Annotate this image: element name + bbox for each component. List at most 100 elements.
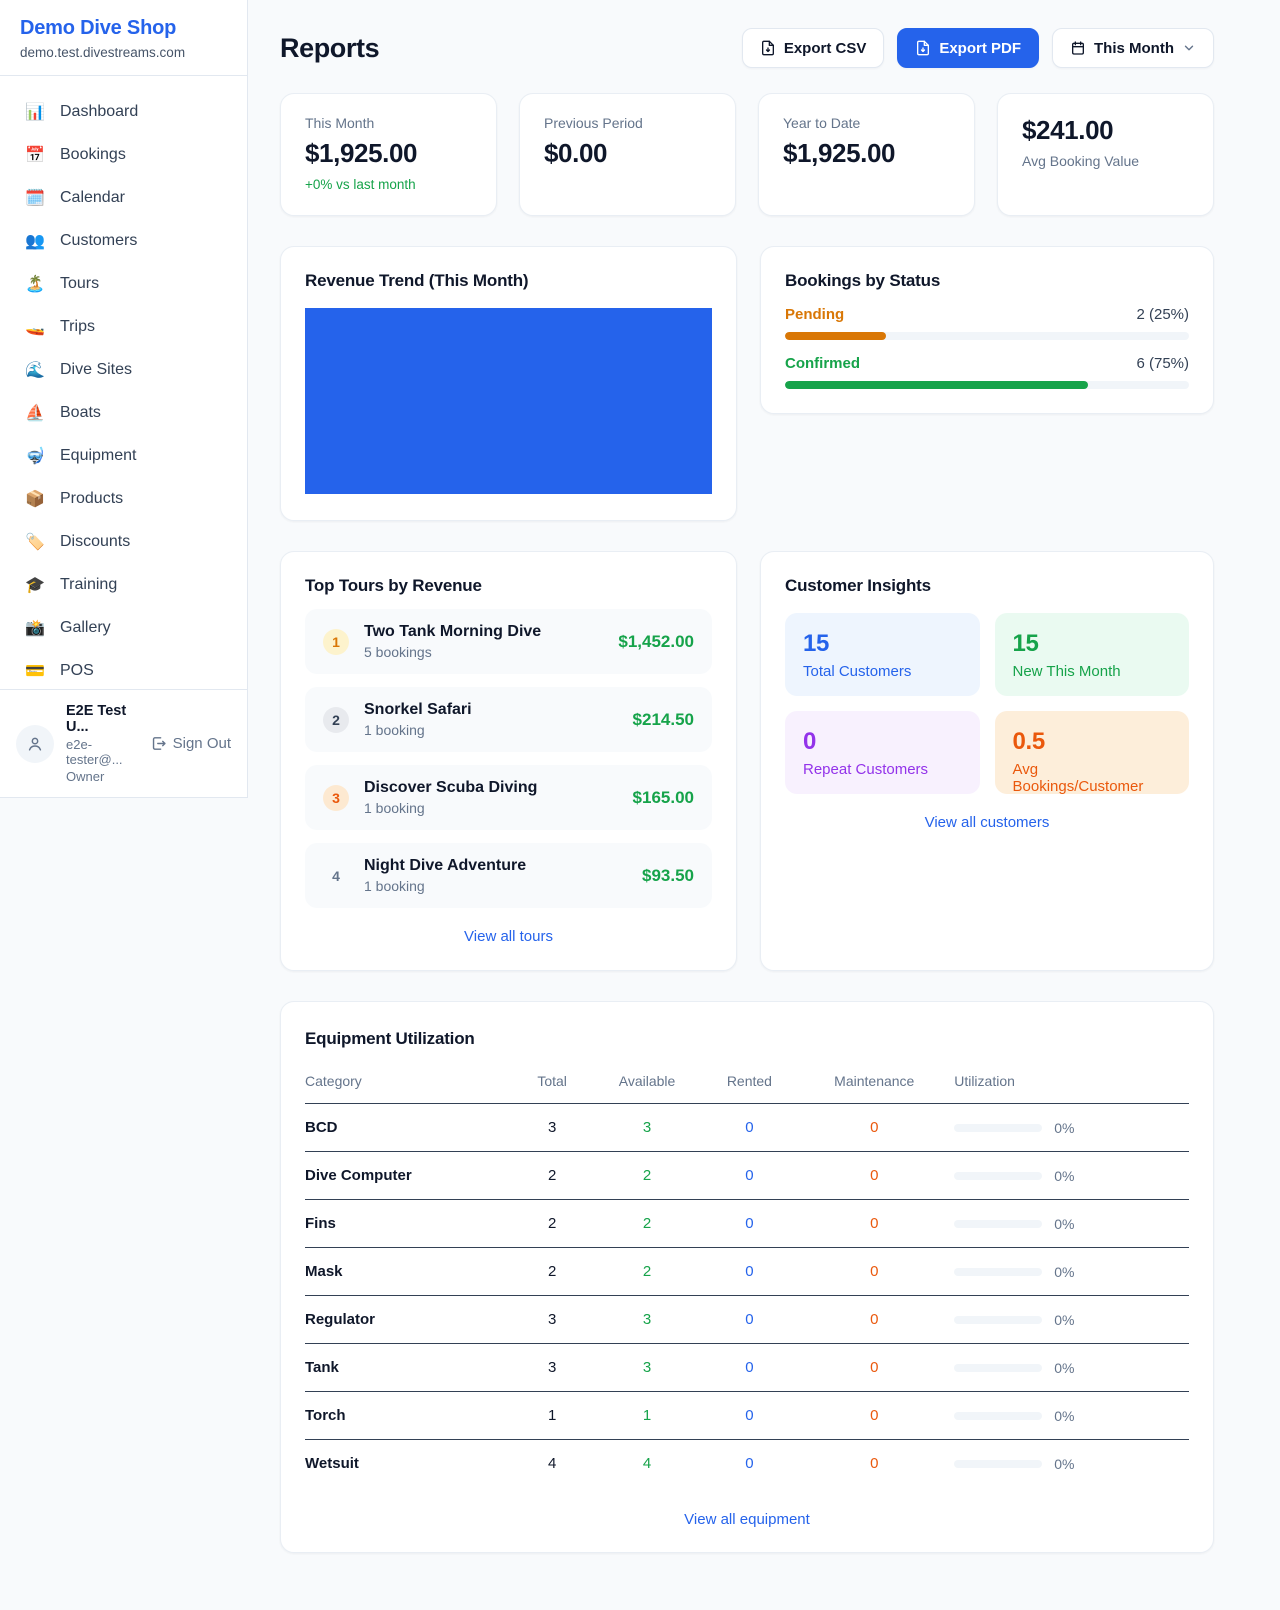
- brand-title: Demo Dive Shop: [20, 17, 177, 39]
- progress-track: [785, 381, 1189, 389]
- cell-total: 3: [499, 1295, 605, 1344]
- utilization-track: [954, 1171, 1043, 1180]
- cell-available: 4: [642, 1455, 652, 1472]
- bookings-status-title: Bookings by Status: [785, 271, 941, 290]
- sidebar-item-equipment[interactable]: 🤿 Equipment: [12, 434, 235, 477]
- tile-label: Avg Bookings/Customer: [1012, 761, 1144, 795]
- sidebar-item-products[interactable]: 📦 Products: [12, 477, 235, 520]
- sign-out-label: Sign Out: [172, 735, 231, 752]
- sidebar-item-gallery[interactable]: 📸 Gallery: [12, 606, 235, 649]
- status-count: 6 (75%): [1136, 355, 1189, 372]
- revenue-trend-chart: [305, 308, 712, 494]
- sidebar: Demo Dive Shop demo.test.divestreams.com…: [0, 0, 248, 798]
- charts-row: Revenue Trend (This Month) Bookings by S…: [280, 246, 1214, 521]
- utilization-label: 0%: [1054, 1215, 1075, 1232]
- tile-value: 15: [803, 630, 830, 657]
- revenue-trend-title: Revenue Trend (This Month): [305, 271, 529, 290]
- utilization-track: [954, 1123, 1043, 1132]
- tour-name: Snorkel Safari: [364, 701, 472, 718]
- dive-sites-icon: 🌊: [25, 361, 45, 379]
- sidebar-item-tours[interactable]: 🏝️ Tours: [12, 262, 235, 305]
- cell-maintenance: 0: [870, 1455, 879, 1472]
- tour-name: Two Tank Morning Dive: [364, 623, 542, 640]
- col-rented: Rented: [689, 1065, 810, 1104]
- sign-out-button[interactable]: Sign Out: [150, 735, 231, 752]
- gallery-icon: 📸: [25, 619, 45, 637]
- table-row: Regulator 3 3 0 0 0%: [305, 1295, 1189, 1344]
- sidebar-nav: 📊 Dashboard 📅 Bookings 🗓️ Calendar 👥 Custome…: [0, 76, 247, 708]
- cell-maintenance: 0: [809, 1247, 940, 1296]
- sidebar-item-pos[interactable]: 💳 POS: [12, 649, 235, 692]
- sidebar-item-dashboard[interactable]: 📊 Dashboard: [12, 90, 235, 133]
- tour-amount: $165.00: [632, 787, 694, 807]
- sidebar-item-discounts[interactable]: 🏷️ Discounts: [12, 520, 235, 563]
- stat-label: This Month: [305, 115, 375, 131]
- table-row: Mask 2 2 0 0 0%: [305, 1247, 1189, 1296]
- sidebar-item-trips[interactable]: 🚤 Trips: [12, 305, 235, 348]
- stat-card-previous-period: Previous Period $0.00: [519, 93, 736, 216]
- period-dropdown[interactable]: This Month: [1052, 28, 1214, 68]
- sidebar-item-training[interactable]: 🎓 Training: [12, 563, 235, 606]
- view-all-customers-link[interactable]: View all customers: [924, 814, 1050, 831]
- stat-label: Year to Date: [783, 115, 861, 131]
- sidebar-item-label: Dive Sites: [60, 360, 133, 378]
- top-tours-title: Top Tours by Revenue: [305, 576, 482, 595]
- calendar-icon: [1072, 41, 1085, 55]
- utilization-label: 0%: [1054, 1119, 1075, 1136]
- sidebar-item-calendar[interactable]: 🗓️ Calendar: [12, 176, 235, 219]
- tour-bookings: 1 booking: [364, 878, 425, 894]
- stat-card-year-to-date: Year to Date $1,925.00: [758, 93, 975, 216]
- view-all-tours-link[interactable]: View all tours: [464, 928, 553, 945]
- export-csv-button[interactable]: Export CSV: [741, 28, 885, 68]
- utilization-label: 0%: [1054, 1359, 1075, 1376]
- tour-amount: $1,452.00: [618, 631, 694, 651]
- cell-maintenance: 0: [809, 1151, 940, 1200]
- top-tours-card: Top Tours by Revenue 1 Two Tank Morning …: [280, 551, 737, 971]
- equipment-icon: 🤿: [25, 447, 45, 465]
- col-available: Available: [604, 1065, 690, 1104]
- discounts-icon: 🏷️: [25, 533, 45, 551]
- tour-row: 4 Night Dive Adventure 1 booking $93.50: [305, 843, 712, 908]
- cell-total: 1: [499, 1391, 605, 1440]
- user-info: E2E Test U... e2e-tester@... Owner: [66, 703, 138, 784]
- insight-tiles: 15 Total Customers 15 New This Month 0 R…: [785, 613, 1189, 795]
- sidebar-item-label: Dashboard: [60, 102, 139, 120]
- sidebar-item-label: Gallery: [60, 618, 111, 636]
- sidebar-item-customers[interactable]: 👥 Customers: [12, 219, 235, 262]
- cell-total: 4: [547, 1455, 557, 1472]
- products-icon: 📦: [25, 490, 45, 508]
- utilization-label: 0%: [1054, 1407, 1075, 1424]
- dashboard-icon: 📊: [25, 103, 45, 121]
- table-row: Dive Computer 2 2 0 0 0%: [305, 1151, 1189, 1200]
- tile-value: 0.5: [1012, 728, 1046, 755]
- user-email: e2e-tester@...: [66, 737, 123, 767]
- file-download-icon: [761, 40, 774, 56]
- cell-total: 2: [499, 1199, 605, 1248]
- sidebar-item-dive-sites[interactable]: 🌊 Dive Sites: [12, 348, 235, 391]
- col-maintenance: Maintenance: [809, 1065, 940, 1104]
- tile-label: Total Customers: [803, 663, 912, 680]
- sidebar-item-boats[interactable]: ⛵ Boats: [12, 391, 235, 434]
- cell-rented: 0: [689, 1151, 810, 1200]
- cell-maintenance: 0: [809, 1391, 940, 1440]
- view-all-equipment-link[interactable]: View all equipment: [684, 1511, 810, 1528]
- sidebar-item-bookings[interactable]: 📅 Bookings: [12, 133, 235, 176]
- calendar-icon: 🗓️: [25, 189, 45, 207]
- stat-value: $1,925.00: [305, 138, 418, 168]
- status-label: Pending: [785, 306, 845, 323]
- cell-category: Fins: [305, 1199, 500, 1248]
- sidebar-item-label: Boats: [60, 403, 101, 421]
- export-pdf-button[interactable]: Export PDF: [897, 28, 1040, 68]
- utilization-track: [954, 1315, 1043, 1324]
- period-label: This Month: [1094, 39, 1174, 57]
- cell-available: 3: [604, 1295, 690, 1344]
- cell-total: 2: [499, 1247, 605, 1296]
- sidebar-item-label: Calendar: [60, 188, 125, 206]
- cell-maintenance: 0: [809, 1199, 940, 1248]
- bookings-icon: 📅: [25, 146, 45, 164]
- trips-icon: 🚤: [25, 318, 45, 336]
- tour-row: 2 Snorkel Safari 1 booking $214.50: [305, 687, 712, 752]
- tile-value: 0: [803, 728, 817, 755]
- progress-fill: [785, 381, 1088, 389]
- page-title: Reports: [280, 32, 380, 63]
